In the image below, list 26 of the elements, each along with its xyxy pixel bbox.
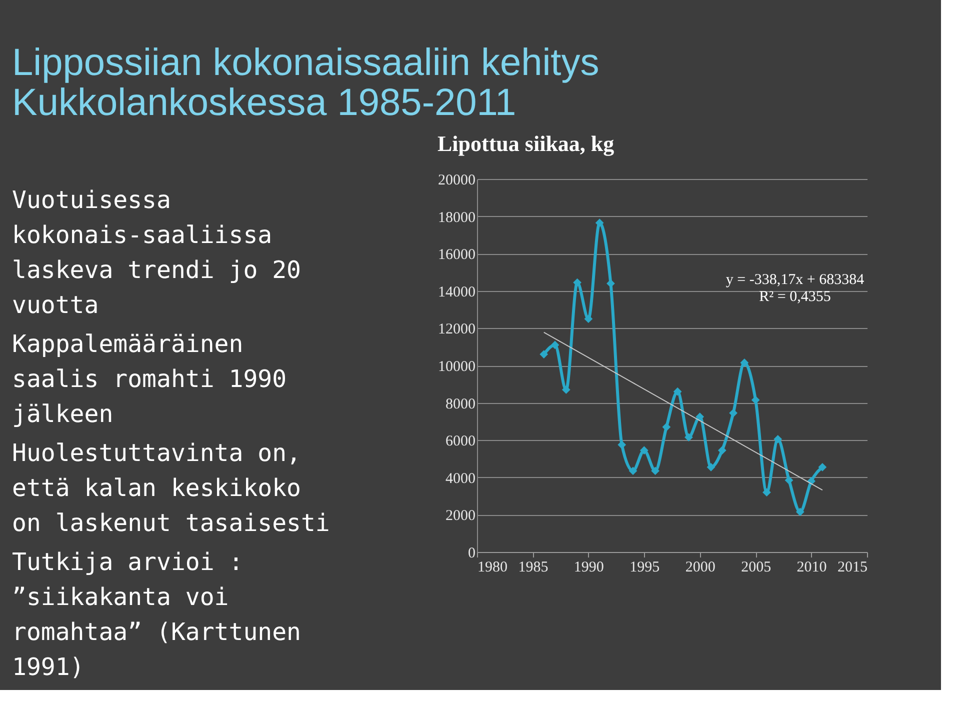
text: Kappalemääräinen saalis romahti 1990 jälkeen	[12, 330, 287, 428]
y-tick-label: 14000	[438, 284, 476, 300]
y-tick-label: 2000	[446, 508, 476, 524]
x-tick-label: 2010	[796, 560, 827, 576]
x-tick-label: 2005	[741, 560, 772, 576]
y-tick-label: 12000	[438, 322, 476, 338]
y-tick-label: 0	[468, 546, 476, 562]
annotation: y = -338,17x + 683384 R² = 0,4355	[726, 272, 865, 305]
chart-title: Lippossiian kokonaissaaliin kehitys Kukkolankoskessa 1985-2011	[12, 42, 600, 124]
y-tick-label: 18000	[438, 210, 476, 226]
y-tick-label: 6000	[446, 434, 476, 450]
text: Huolestuttavinta on, että kalan keskikoko on laskenut tasaisesti	[12, 439, 330, 537]
x-tick-label: 1980	[478, 560, 508, 576]
x-tick-label: 2000	[685, 560, 716, 576]
x-tick-label: 1995	[630, 560, 660, 576]
x-tick-label: 2015	[838, 560, 868, 576]
text: Vuotuisessa kokonais-saaliissa laskeva trendi jo 20 vuotta	[12, 186, 301, 319]
text: Tutkija arvioi : ”siikakanta voi romahtaa” (Karttunen 1991)	[12, 548, 301, 681]
x-tick-label: 1985	[518, 560, 548, 576]
y-tick-label: 8000	[446, 396, 476, 412]
y-tick-label: 20000	[438, 172, 476, 188]
y-tick-label: 10000	[438, 359, 476, 375]
y-tick-label: 16000	[438, 247, 476, 264]
chart-subtitle: Lipottua siikaa, kg	[438, 131, 614, 156]
x-tick-label: 1990	[574, 560, 604, 576]
y-tick-label: 4000	[446, 470, 476, 487]
